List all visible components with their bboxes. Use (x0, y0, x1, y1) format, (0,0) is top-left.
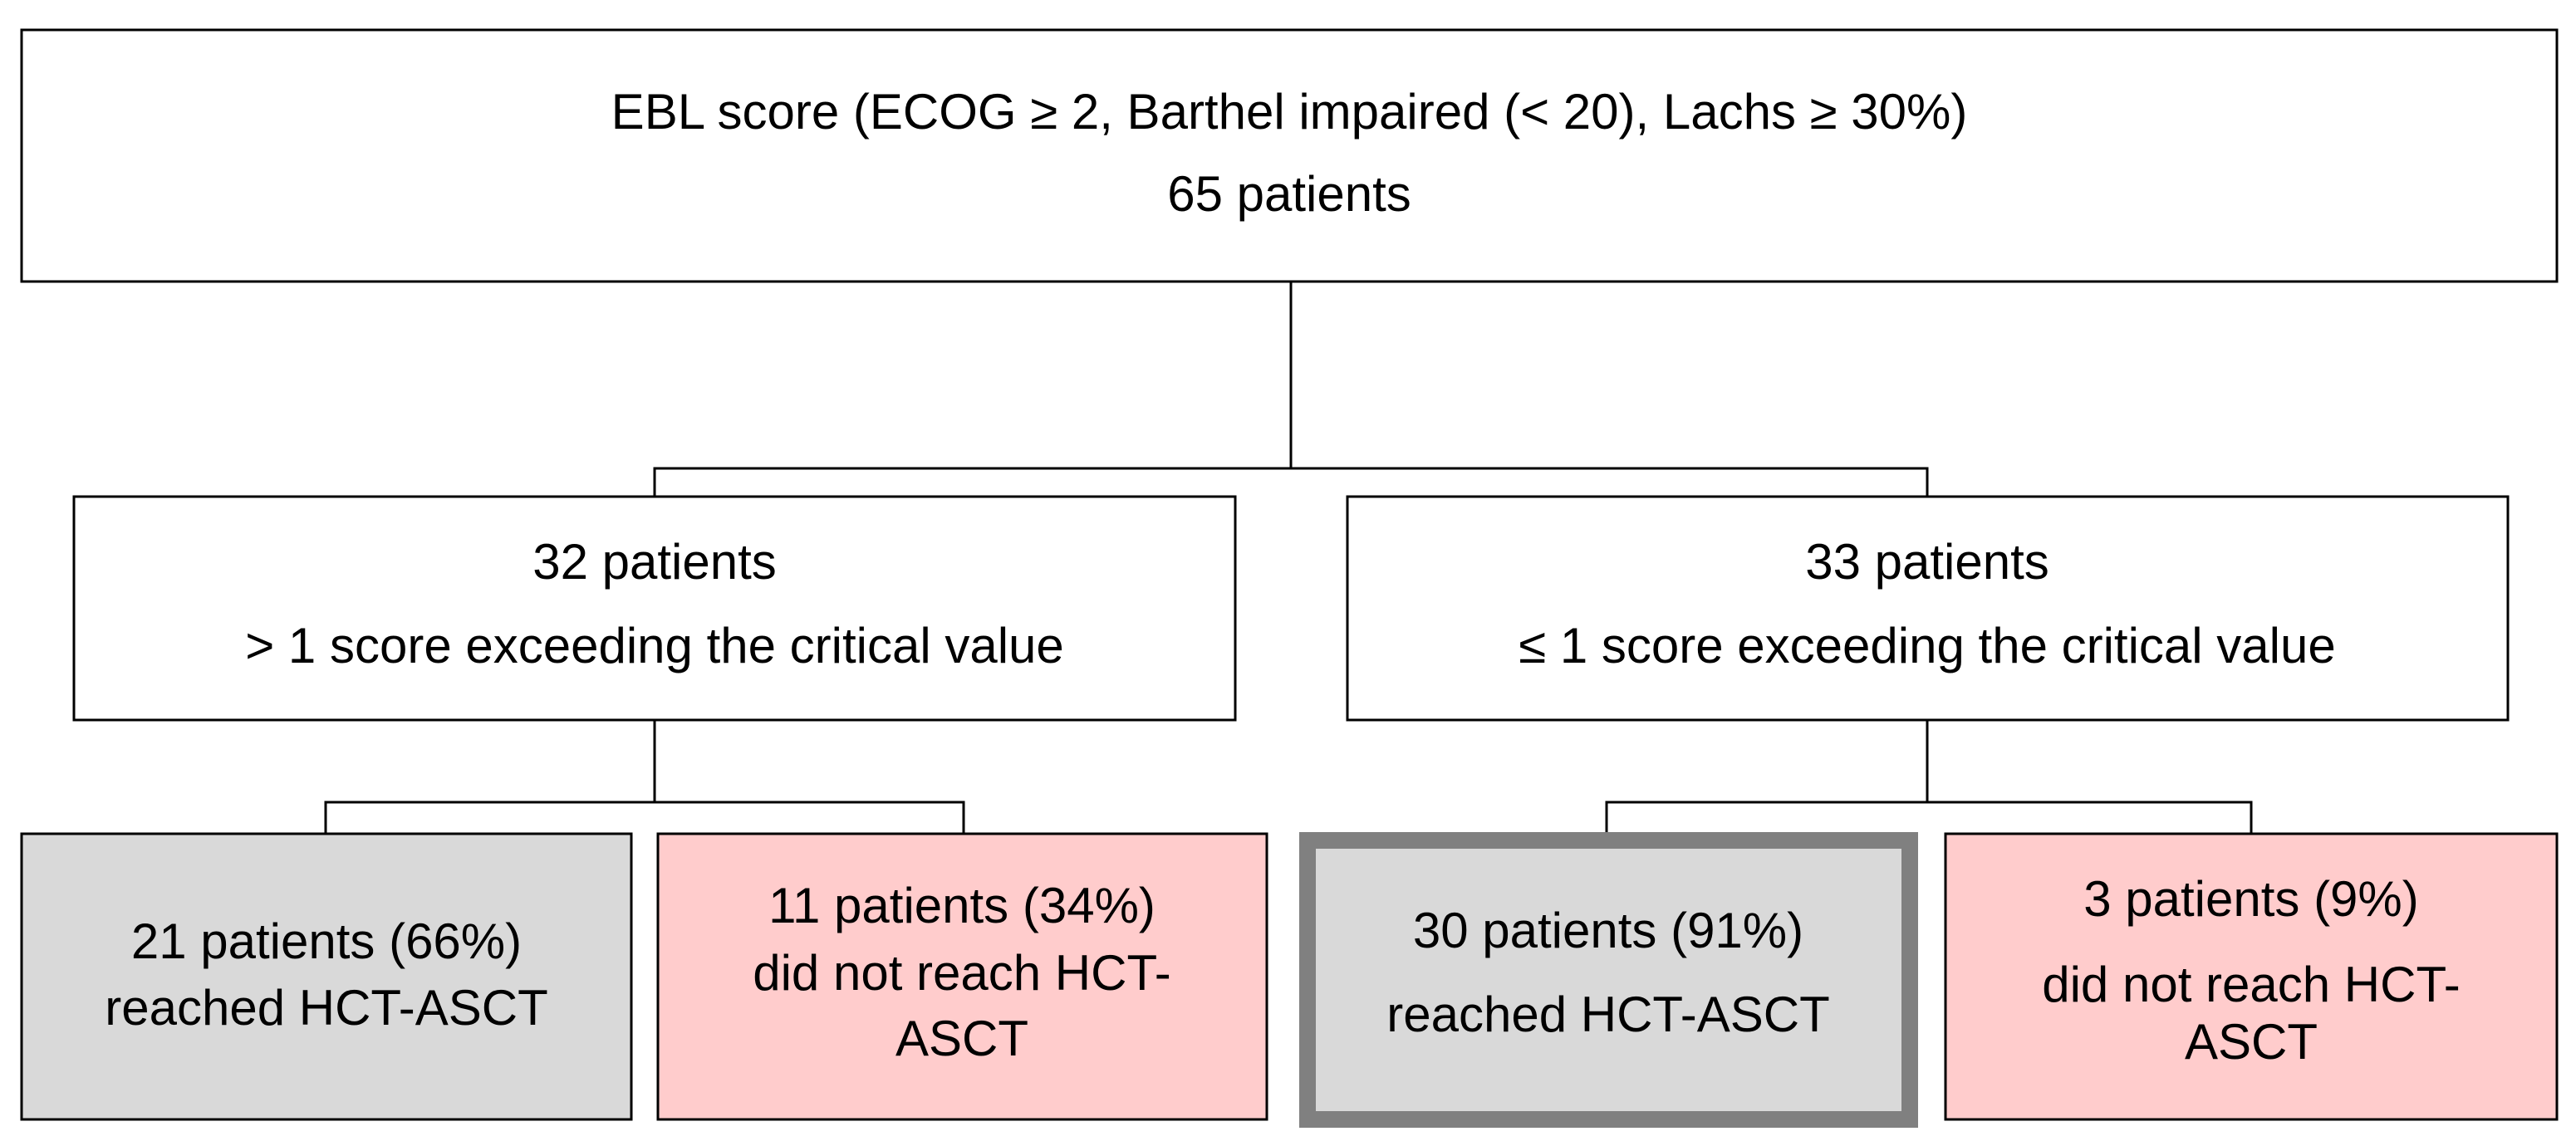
node-text: did not reach HCT- (753, 945, 1171, 1001)
node-text: EBL score (ECOG ≥ 2, Barthel impaired (<… (611, 84, 1968, 140)
outcome-box (20, 832, 633, 1121)
node-text: 65 patients (1167, 166, 1411, 222)
node-text: 32 patients (532, 534, 777, 590)
node-text: 11 patients (34%) (768, 878, 1156, 933)
node-text: ASCT (895, 1011, 1028, 1066)
node-text: 33 patients (1805, 534, 2049, 590)
node-text: did not reach HCT- (2042, 957, 2461, 1012)
node-text: reached HCT-ASCT (105, 980, 548, 1036)
connector (653, 282, 1929, 497)
node-text: reached HCT-ASCT (1386, 987, 1830, 1042)
node-text: 21 patients (66%) (131, 913, 522, 969)
outcome-box (656, 832, 1268, 1121)
node-text: ASCT (2185, 1014, 2318, 1070)
highlighted-outcome-box (1299, 832, 1918, 1128)
group-box (1346, 495, 2510, 722)
node-text: 30 patients (91%) (1413, 903, 1803, 958)
node-text: > 1 score exceeding the critical value (245, 618, 1064, 673)
connector (1605, 720, 2253, 834)
group-box (72, 495, 1237, 722)
connector (324, 720, 965, 834)
root-box (20, 28, 2559, 283)
node-text: ≤ 1 score exceeding the critical value (1519, 618, 2335, 673)
node-text: 3 patients (9%) (2083, 871, 2419, 927)
outcome-box (1944, 832, 2559, 1121)
